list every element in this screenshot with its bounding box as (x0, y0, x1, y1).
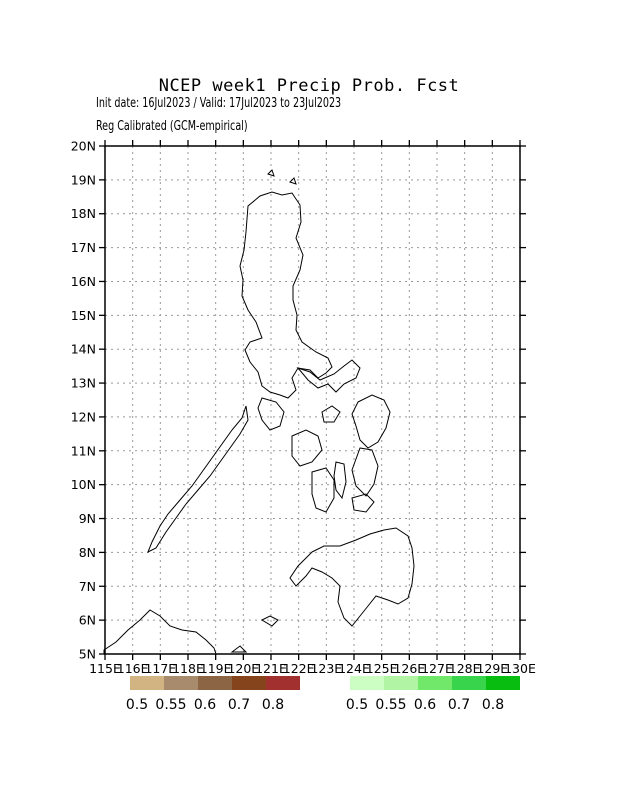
lon-tick-label: 117E (144, 661, 176, 676)
dry-legend-label: 0.7 (228, 697, 250, 713)
wet-legend-swatch (452, 676, 486, 690)
lon-tick-label: 123E (310, 661, 342, 676)
dry-legend-swatch (266, 676, 300, 690)
lon-tick-label: 116E (117, 661, 149, 676)
lon-tick-label: 129E (476, 661, 508, 676)
lon-tick-label: 130E (504, 661, 536, 676)
lon-tick-label: 125E (366, 661, 398, 676)
wet-legend-label: 0.7 (448, 697, 470, 713)
lat-tick-label: 16N (71, 274, 96, 289)
lon-tick-label: 115E (89, 661, 121, 676)
lat-tick-label: 9N (79, 511, 96, 526)
gridlines (105, 146, 520, 654)
coastlines (103, 169, 415, 655)
lon-tick-label: 122E (283, 661, 315, 676)
wet-legend-label: 0.5 (346, 697, 368, 713)
lat-tick-label: 6N (79, 613, 96, 628)
wet-legend-swatch (486, 676, 520, 690)
lat-tick-label: 17N (71, 240, 96, 255)
lon-tick-label: 121E (255, 661, 287, 676)
lat-tick-label: 15N (71, 308, 96, 323)
wet-legend-label: 0.8 (482, 697, 504, 713)
lat-tick-label: 10N (71, 477, 96, 492)
dry-legend-swatch (164, 676, 198, 690)
lat-tick-label: 13N (71, 376, 96, 391)
dry-legend-label: 0.55 (155, 697, 186, 713)
lon-tick-label: 118E (172, 661, 204, 676)
calibration-line: Reg Calibrated (GCM-empirical) (96, 119, 248, 134)
legend: 0.5 0.55 0.6 0.7 0.8 0.5 0.55 0.6 0.7 0.8 (126, 676, 520, 713)
lon-tick-label: 119E (200, 661, 232, 676)
lat-tick-label: 14N (71, 342, 96, 357)
dry-legend-label: 0.5 (126, 697, 148, 713)
dry-legend-swatch (130, 676, 164, 690)
dry-legend-label: 0.8 (262, 697, 284, 713)
axis-ticks: 5N 6N 7N 8N 9N 10N 11N 12N 13N 14N 15N 16N 17N 18N 19N… (71, 139, 536, 677)
wet-legend-swatch (418, 676, 452, 690)
lat-tick-label: 7N (79, 579, 96, 594)
map-title: NCEP week1 Precip Prob. Fcst (158, 76, 460, 96)
map-frame (104, 145, 521, 655)
lon-tick-label: 124E (338, 661, 370, 676)
wet-legend-swatch (350, 676, 384, 690)
dry-legend-label: 0.6 (194, 697, 216, 713)
wet-legend-label: 0.55 (375, 697, 406, 713)
lat-tick-label: 11N (71, 443, 96, 458)
dry-legend-swatch (232, 676, 266, 690)
lon-tick-label: 120E (227, 661, 259, 676)
lon-tick-label: 127E (421, 661, 453, 676)
lat-tick-label: 18N (71, 206, 96, 221)
lat-tick-label: 12N (71, 409, 96, 424)
lon-tick-label: 128E (449, 661, 481, 676)
lat-tick-label: 19N (71, 172, 96, 187)
lat-tick-label: 20N (71, 139, 96, 154)
lat-tick-label: 8N (79, 545, 96, 560)
dry-legend-swatch (198, 676, 232, 690)
lat-tick-label: 5N (79, 647, 96, 662)
wet-legend-label: 0.6 (414, 697, 436, 713)
init-date-line: Init date: 16Jul2023 / Valid: 17Jul2023 … (96, 96, 342, 111)
lon-tick-label: 126E (393, 661, 425, 676)
wet-legend-swatch (384, 676, 418, 690)
